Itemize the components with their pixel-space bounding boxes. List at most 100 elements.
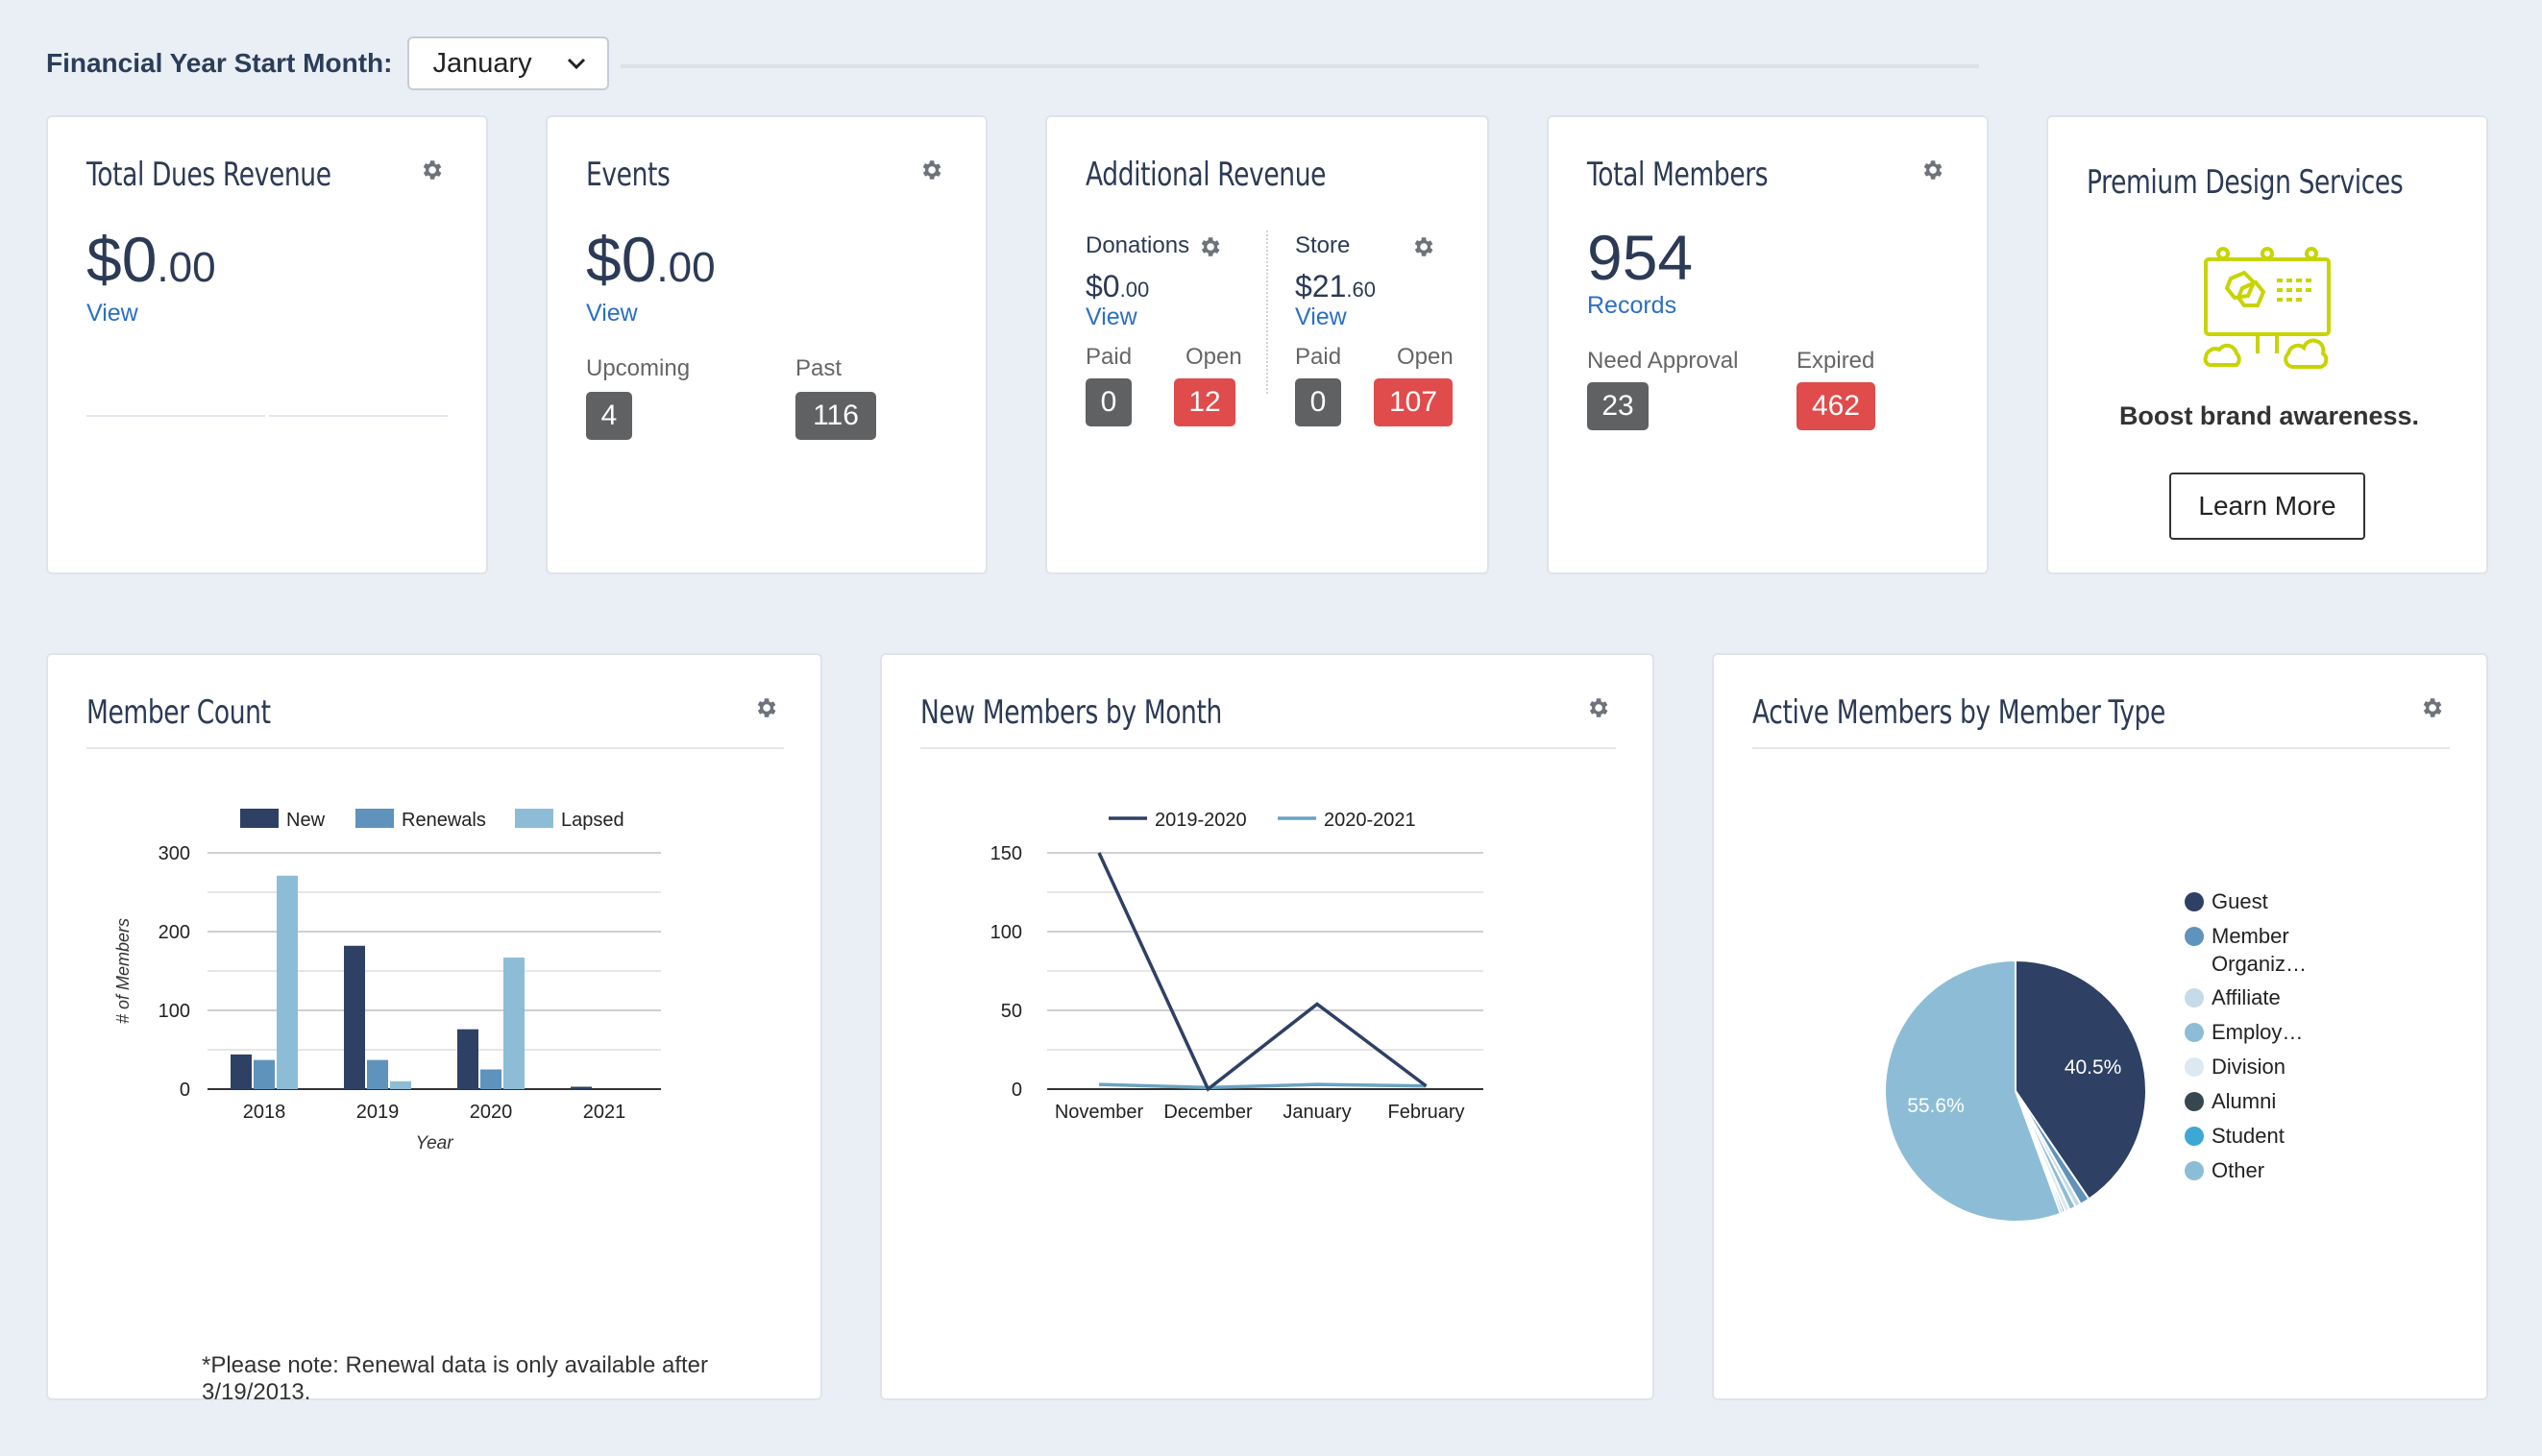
legend-swatch	[2185, 892, 2204, 911]
y-tick-label: 300	[159, 843, 190, 864]
bar-new	[571, 1086, 592, 1089]
legend-swatch	[2185, 1092, 2204, 1111]
active-members-chart: 40.5% 55.6% Guest Member Organiz… Affiliate Em…	[1884, 889, 2307, 1223]
gear-icon[interactable]	[1410, 234, 1435, 259]
legend-swatch	[2185, 1127, 2204, 1146]
y-tick-label: 100	[159, 1001, 190, 1022]
events-view-link[interactable]: View	[586, 300, 638, 327]
billboard-icon	[2203, 247, 2331, 369]
store-paid-badge[interactable]: 0	[1295, 378, 1341, 426]
legend-label: Renewals	[402, 810, 486, 831]
store-view-link[interactable]: View	[1295, 303, 1347, 330]
series-line-2019-2020	[1097, 852, 1428, 1092]
card-title-divider	[1752, 747, 2450, 749]
need-approval-badge[interactable]: 23	[1587, 382, 1649, 430]
donations-paid-label: Paid	[1086, 344, 1133, 370]
dues-view-link[interactable]: View	[86, 300, 138, 327]
expired-label: Expired	[1797, 348, 1875, 374]
dues-revenue-card: Total Dues Revenue $0.00 View	[46, 115, 488, 574]
y-tick-label: 0	[1012, 1080, 1022, 1101]
donations-view-link[interactable]: View	[1086, 303, 1137, 330]
legend-swatch	[240, 809, 279, 828]
gear-icon[interactable]	[419, 158, 444, 182]
financial-year-select[interactable]: January	[407, 36, 610, 90]
legend-swatch	[2185, 988, 2204, 1007]
renewal-note: *Please note: Renewal data is only avail…	[202, 1352, 708, 1405]
legend-label: 2019-2020	[1155, 810, 1247, 831]
legend-swatch	[2185, 1057, 2204, 1077]
gear-icon[interactable]	[918, 158, 943, 182]
legend-label: Student	[2212, 1124, 2285, 1148]
slice-label: 55.6%	[1907, 1095, 1965, 1117]
card-title: Total Dues Revenue	[86, 156, 331, 194]
legend-swatch	[515, 809, 553, 828]
premium-design-card: Premium Design Services Boost brand awar…	[2046, 115, 2488, 574]
expired-badge[interactable]: 462	[1797, 382, 1875, 430]
legend-swatch	[2185, 1023, 2204, 1042]
card-title: New Members by Month	[920, 693, 1222, 732]
x-tick-label: 2020	[470, 1102, 513, 1123]
premium-tagline: Boost brand awareness.	[2118, 401, 2420, 430]
store-amount: $21.60	[1295, 269, 1376, 303]
legend-swatch	[355, 809, 394, 828]
x-tick-label: December	[1163, 1102, 1253, 1123]
y-axis-label: # of Members	[113, 918, 133, 1024]
bar-renewals	[254, 1059, 275, 1089]
past-label: Past	[795, 355, 843, 381]
store-open-badge[interactable]: 107	[1374, 378, 1453, 426]
donations-open-badge[interactable]: 12	[1174, 378, 1235, 426]
card-title: Active Members by Member Type	[1752, 693, 2165, 732]
dues-amount: $0.00	[86, 224, 216, 295]
members-records-link[interactable]: Records	[1587, 292, 1677, 319]
bar-new	[457, 1029, 478, 1089]
pie-slice	[1884, 959, 2063, 1223]
revenue-separator	[1266, 231, 1268, 394]
bar-new	[344, 945, 365, 1089]
gear-icon[interactable]	[2419, 695, 2444, 720]
need-approval-label: Need Approval	[1587, 348, 1739, 374]
bar-lapsed	[277, 875, 298, 1089]
past-badge[interactable]: 116	[795, 392, 876, 440]
gear-icon[interactable]	[1919, 158, 1944, 182]
legend-label: 2020-2021	[1324, 810, 1416, 831]
legend-label: Organiz…	[2212, 952, 2307, 976]
legend-swatch	[2185, 927, 2204, 946]
legend-label: Other	[2212, 1158, 2264, 1182]
gear-icon[interactable]	[1585, 695, 1610, 720]
legend-label: Division	[2212, 1055, 2285, 1079]
chevron-down-icon	[568, 58, 586, 70]
gear-icon[interactable]	[753, 695, 778, 720]
donations-open-label: Open	[1185, 344, 1242, 370]
gear-icon[interactable]	[1197, 234, 1222, 259]
donations-label: Donations	[1086, 232, 1190, 258]
legend-label: Lapsed	[561, 810, 624, 831]
bar-lapsed	[390, 1080, 411, 1089]
financial-year-bar: Financial Year Start Month: January	[46, 36, 610, 90]
bar-renewals	[367, 1059, 388, 1089]
card-title-divider	[920, 747, 1616, 749]
y-tick-label: 200	[159, 922, 190, 943]
y-tick-label: 50	[1001, 1001, 1022, 1022]
card-title: Premium Design Services	[2087, 163, 2404, 202]
events-card: Events $0.00 View Upcoming 4 Past 116	[546, 115, 988, 574]
card-title-divider	[86, 747, 784, 749]
card-title: Member Count	[86, 693, 271, 732]
donations-paid-badge[interactable]: 0	[1086, 378, 1132, 426]
active-members-card: Active Members by Member Type 40.5% 55.6%…	[1712, 653, 2488, 1400]
slice-label: 40.5%	[2065, 1056, 2122, 1079]
member-count-chart: 0 100 200 300 2018 2019 2020 2021 Year # of Membe…	[113, 809, 661, 1153]
new-members-chart: 0 50 100 150 November December January February…	[990, 810, 1483, 1123]
legend-label: Alumni	[2212, 1089, 2276, 1113]
pie-slice	[2015, 959, 2147, 1201]
legend-label: New	[286, 810, 326, 831]
upcoming-badge[interactable]: 4	[586, 392, 632, 440]
store-label: Store	[1295, 232, 1351, 258]
learn-more-button[interactable]: Learn More	[2169, 473, 2365, 540]
financial-year-label: Financial Year Start Month:	[46, 48, 393, 78]
y-tick-label: 100	[990, 922, 1022, 943]
donations-amount: $0.00	[1086, 269, 1150, 303]
y-tick-label: 150	[990, 843, 1022, 864]
card-title: Total Members	[1587, 156, 1769, 194]
events-amount: $0.00	[586, 224, 716, 295]
x-tick-label: November	[1055, 1102, 1144, 1123]
